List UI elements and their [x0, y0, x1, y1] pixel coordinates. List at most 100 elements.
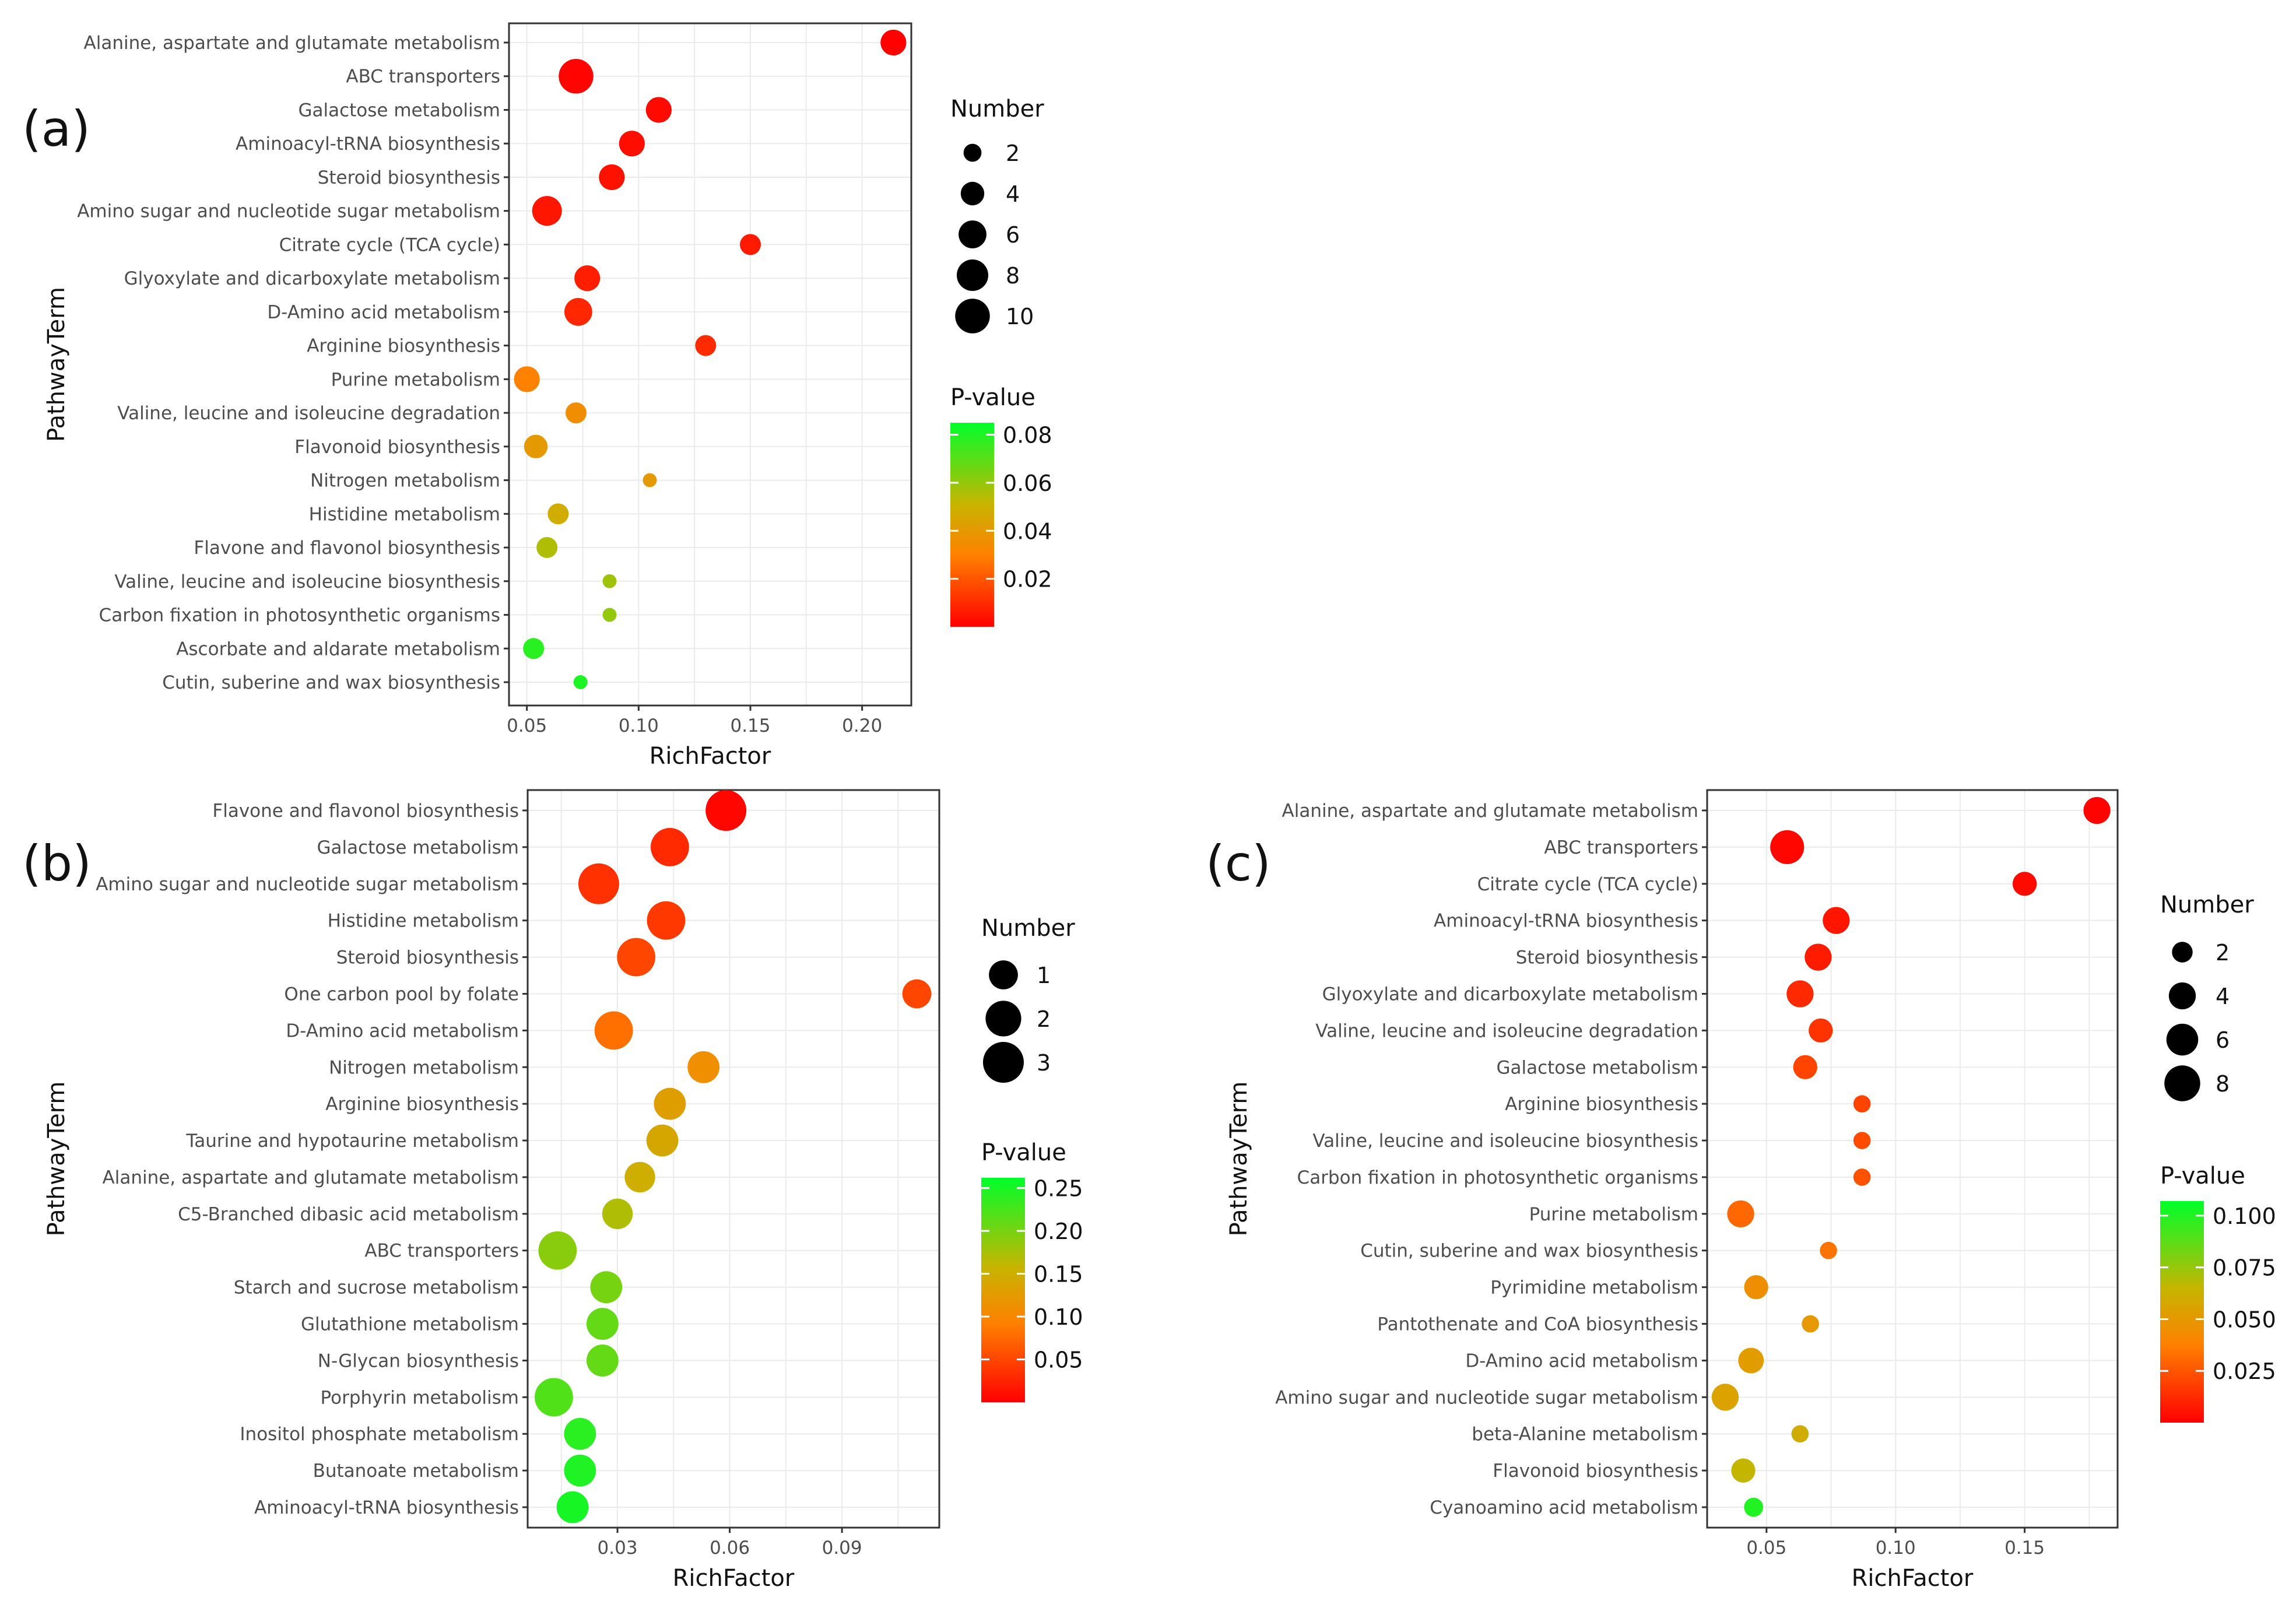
y-tick-label: ABC transporters — [1544, 837, 1698, 858]
y-tick-label: Amino sugar and nucleotide sugar metabol… — [1275, 1387, 1698, 1408]
y-tick-label: Ascorbate and aldarate metabolism — [176, 638, 500, 659]
data-point — [1793, 1055, 1817, 1079]
data-point — [647, 901, 686, 940]
panel-label: (b) — [22, 835, 92, 892]
data-point — [1711, 1384, 1739, 1411]
data-point — [602, 1198, 633, 1230]
data-point — [538, 1231, 577, 1270]
size-legend-label: 2 — [1006, 141, 1020, 166]
x-tick-label: 0.15 — [730, 715, 770, 736]
y-tick-label: Arginine biosynthesis — [325, 1094, 519, 1115]
data-point — [523, 638, 545, 659]
y-tick-label: Galactose metabolism — [317, 837, 519, 858]
plot-background — [528, 790, 939, 1528]
data-point — [687, 1051, 720, 1083]
color-legend-label: 0.20 — [1034, 1219, 1083, 1244]
data-point — [880, 29, 907, 56]
data-point — [695, 335, 717, 356]
size-legend-dot — [989, 960, 1018, 989]
y-tick-label: N-Glycan biosynthesis — [318, 1350, 519, 1371]
data-point — [599, 164, 625, 191]
size-legend-label: 4 — [1006, 181, 1020, 207]
y-tick-label: Steroid biosynthesis — [336, 947, 519, 968]
data-point — [547, 503, 569, 525]
color-legend-label: 0.10 — [1034, 1304, 1083, 1330]
y-tick-label: beta-Alanine metabolism — [1472, 1424, 1698, 1445]
y-tick-label: Purine metabolism — [331, 369, 500, 390]
size-legend-dot — [956, 259, 989, 292]
x-tick-label: 0.10 — [1876, 1538, 1916, 1559]
y-tick-label: Aminoacyl-tRNA biosynthesis — [254, 1497, 519, 1518]
data-point — [536, 537, 558, 559]
data-point — [586, 1308, 619, 1340]
color-legend-label: 0.02 — [1003, 567, 1052, 592]
y-tick-label: Carbon fixation in photosynthetic organi… — [99, 605, 500, 626]
size-legend-label: 2 — [2216, 940, 2230, 966]
plot-frame — [508, 22, 912, 707]
y-tick-label: Flavonoid biosynthesis — [294, 437, 500, 458]
y-tick-label: Pyrimidine metabolism — [1490, 1277, 1698, 1298]
data-point — [602, 608, 617, 622]
data-point — [654, 1087, 686, 1120]
y-tick-label: Nitrogen metabolism — [329, 1057, 519, 1078]
y-tick-label: Glyoxylate and dicarboxylate metabolism — [124, 268, 500, 289]
y-tick-label: Alanine, aspartate and glutamate metabol… — [1282, 801, 1698, 822]
data-point — [1744, 1275, 1768, 1300]
panel-label: (a) — [22, 100, 90, 157]
size-legend-dot — [2166, 1023, 2199, 1056]
data-point — [1809, 1018, 1833, 1043]
y-tick-label: Porphyrin metabolism — [321, 1387, 519, 1408]
y-tick-label: Amino sugar and nucleotide sugar metabol… — [96, 874, 519, 895]
color-bar — [981, 1178, 1025, 1402]
panel-label: (c) — [1206, 835, 1271, 892]
y-tick-label: C5-Branched dibasic acid metabolism — [178, 1204, 519, 1225]
data-point — [705, 790, 747, 831]
data-point — [740, 234, 761, 255]
data-point — [1853, 1095, 1871, 1112]
size-legend-dot — [2168, 982, 2196, 1010]
color-legend-label: 0.075 — [2213, 1255, 2276, 1281]
color-legend-label: 0.15 — [1034, 1262, 1083, 1287]
data-point — [650, 827, 689, 866]
data-point — [586, 1345, 619, 1377]
size-legend-label: 6 — [2216, 1027, 2230, 1053]
y-tick-label: Glyoxylate and dicarboxylate metabolism — [1322, 984, 1698, 1005]
data-point — [535, 1378, 573, 1417]
data-point — [564, 298, 592, 326]
data-point — [578, 863, 619, 904]
y-tick-label: Aminoacyl-tRNA biosynthesis — [1434, 911, 1698, 932]
size-legend-title: Number — [2160, 891, 2254, 918]
data-point — [646, 1124, 679, 1157]
y-tick-label: Galactose metabolism — [1496, 1057, 1698, 1078]
y-tick-label: Aminoacyl-tRNA biosynthesis — [236, 134, 500, 155]
color-legend-label: 0.05 — [1034, 1347, 1083, 1373]
y-tick-label: Taurine and hypotaurine metabolism — [185, 1131, 519, 1152]
data-point — [559, 58, 594, 94]
data-point — [1744, 1497, 1764, 1517]
color-legend-label: 0.04 — [1003, 518, 1052, 544]
color-legend-label: 0.08 — [1003, 423, 1052, 448]
data-point — [1823, 907, 1850, 934]
color-legend-title: P-value — [981, 1139, 1066, 1166]
color-legend-label: 0.050 — [2213, 1307, 2276, 1332]
x-axis-title: RichFactor — [1852, 1565, 1974, 1592]
panel-1: Flavone and flavonol biosynthesis Galacto… — [22, 789, 1083, 1592]
y-tick-label: Amino sugar and nucleotide sugar metabol… — [77, 201, 500, 222]
x-tick-label: 0.20 — [842, 715, 882, 736]
data-point — [1820, 1241, 1837, 1259]
color-legend-label: 0.100 — [2213, 1203, 2276, 1229]
y-tick-label: Cyanoamino acid metabolism — [1430, 1497, 1698, 1518]
y-tick-label: Valine, leucine and isoleucine degradati… — [117, 403, 500, 424]
size-legend-dot — [955, 299, 990, 334]
y-tick-label: Histidine metabolism — [328, 911, 519, 932]
color-bar — [2160, 1201, 2204, 1423]
y-axis-title: PathwayTerm — [43, 1082, 70, 1237]
x-axis-title: RichFactor — [650, 743, 771, 770]
y-tick-label: Nitrogen metabolism — [310, 471, 500, 492]
data-point — [524, 434, 548, 459]
y-tick-label: Valine, leucine and isoleucine biosynthe… — [1312, 1131, 1698, 1152]
data-point — [2083, 796, 2111, 824]
data-point — [556, 1491, 589, 1524]
size-legend-label: 1 — [1037, 963, 1051, 988]
